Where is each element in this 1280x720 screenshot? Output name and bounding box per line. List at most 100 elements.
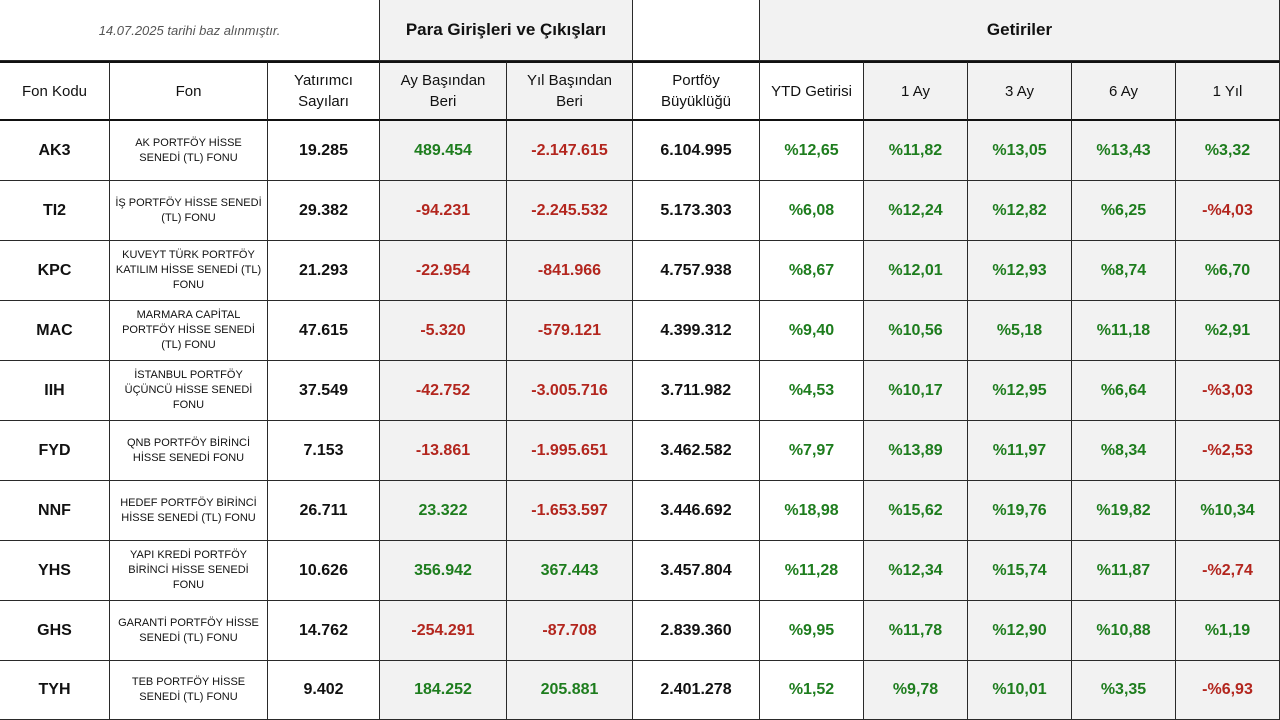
cell-size: 4.399.312 — [633, 301, 760, 361]
cell-ytd: -3.005.716 — [507, 361, 633, 421]
cell-mtd: -94.231 — [380, 181, 507, 241]
cell-m6: %11,87 — [1072, 541, 1176, 601]
cell-ytd: 205.881 — [507, 661, 633, 720]
cell-m1: %11,78 — [864, 601, 968, 661]
group-header-returns: Getiriler — [760, 0, 1280, 61]
cell-ytd: -87.708 — [507, 601, 633, 661]
cell-m3: %13,05 — [968, 121, 1072, 181]
cell-ytd: -579.121 — [507, 301, 633, 361]
cell-m3: %10,01 — [968, 661, 1072, 720]
col-header-6m: 6 Ay — [1072, 61, 1176, 121]
cell-y1: -%2,53 — [1176, 421, 1280, 481]
cell-ytd-return: %7,97 — [760, 421, 864, 481]
cell-m6: %13,43 — [1072, 121, 1176, 181]
cell-investors: 37.549 — [268, 361, 380, 421]
cell-m6: %8,34 — [1072, 421, 1176, 481]
cell-m6: %6,25 — [1072, 181, 1176, 241]
cell-ytd: 367.443 — [507, 541, 633, 601]
cell-m1: %13,89 — [864, 421, 968, 481]
cell-m3: %19,76 — [968, 481, 1072, 541]
cell-y1: %10,34 — [1176, 481, 1280, 541]
group-header-flows: Para Girişleri ve Çıkışları — [380, 0, 633, 61]
cell-mtd: 23.322 — [380, 481, 507, 541]
cell-y1: -%2,74 — [1176, 541, 1280, 601]
cell-ytd-return: %8,67 — [760, 241, 864, 301]
cell-size: 6.104.995 — [633, 121, 760, 181]
cell-m6: %3,35 — [1072, 661, 1176, 720]
col-header-mtd: Ay Başından Beri — [380, 61, 507, 121]
col-header-ytd-return: YTD Getirisi — [760, 61, 864, 121]
cell-ytd: -1.653.597 — [507, 481, 633, 541]
col-header-code: Fon Kodu — [0, 61, 110, 121]
cell-m1: %10,17 — [864, 361, 968, 421]
cell-size: 2.839.360 — [633, 601, 760, 661]
cell-size: 4.757.938 — [633, 241, 760, 301]
cell-m6: %19,82 — [1072, 481, 1176, 541]
cell-ytd-return: %9,40 — [760, 301, 864, 361]
cell-mtd: -13.861 — [380, 421, 507, 481]
cell-code: TI2 — [0, 181, 110, 241]
cell-m6: %6,64 — [1072, 361, 1176, 421]
cell-size: 3.711.982 — [633, 361, 760, 421]
cell-ytd: -841.966 — [507, 241, 633, 301]
cell-fund: MARMARA CAPİTAL PORTFÖY HİSSE SENEDİ (TL… — [110, 301, 268, 361]
cell-fund: AK PORTFÖY HİSSE SENEDİ (TL) FONU — [110, 121, 268, 181]
cell-investors: 29.382 — [268, 181, 380, 241]
cell-size: 5.173.303 — [633, 181, 760, 241]
cell-ytd-return: %18,98 — [760, 481, 864, 541]
group-header-spacer — [633, 0, 760, 61]
cell-fund: GARANTİ PORTFÖY HİSSE SENEDİ (TL) FONU — [110, 601, 268, 661]
cell-code: YHS — [0, 541, 110, 601]
cell-m3: %12,95 — [968, 361, 1072, 421]
col-header-1m: 1 Ay — [864, 61, 968, 121]
cell-mtd: 356.942 — [380, 541, 507, 601]
cell-mtd: 489.454 — [380, 121, 507, 181]
cell-code: NNF — [0, 481, 110, 541]
cell-y1: %1,19 — [1176, 601, 1280, 661]
cell-ytd-return: %4,53 — [760, 361, 864, 421]
cell-m1: %12,34 — [864, 541, 968, 601]
cell-investors: 21.293 — [268, 241, 380, 301]
cell-m1: %10,56 — [864, 301, 968, 361]
cell-y1: %3,32 — [1176, 121, 1280, 181]
cell-fund: QNB PORTFÖY BİRİNCİ HİSSE SENEDİ FONU — [110, 421, 268, 481]
cell-ytd-return: %9,95 — [760, 601, 864, 661]
cell-mtd: -22.954 — [380, 241, 507, 301]
col-header-investors: Yatırımcı Sayıları — [268, 61, 380, 121]
cell-investors: 7.153 — [268, 421, 380, 481]
cell-ytd: -1.995.651 — [507, 421, 633, 481]
cell-size: 3.446.692 — [633, 481, 760, 541]
cell-investors: 10.626 — [268, 541, 380, 601]
cell-m1: %12,01 — [864, 241, 968, 301]
cell-size: 2.401.278 — [633, 661, 760, 720]
cell-investors: 47.615 — [268, 301, 380, 361]
cell-fund: TEB PORTFÖY HİSSE SENEDİ (TL) FONU — [110, 661, 268, 720]
cell-investors: 9.402 — [268, 661, 380, 720]
cell-y1: %6,70 — [1176, 241, 1280, 301]
cell-code: KPC — [0, 241, 110, 301]
cell-mtd: -254.291 — [380, 601, 507, 661]
cell-fund: İŞ PORTFÖY HİSSE SENEDİ (TL) FONU — [110, 181, 268, 241]
cell-m3: %11,97 — [968, 421, 1072, 481]
base-date-note: 14.07.2025 tarihi baz alınmıştır. — [0, 0, 380, 61]
cell-fund: YAPI KREDİ PORTFÖY BİRİNCİ HİSSE SENEDİ … — [110, 541, 268, 601]
cell-fund: HEDEF PORTFÖY BİRİNCİ HİSSE SENEDİ (TL) … — [110, 481, 268, 541]
cell-ytd-return: %1,52 — [760, 661, 864, 720]
cell-m1: %12,24 — [864, 181, 968, 241]
cell-m3: %12,93 — [968, 241, 1072, 301]
col-header-size: Portföy Büyüklüğü — [633, 61, 760, 121]
col-header-fund: Fon — [110, 61, 268, 121]
col-header-ytd: Yıl Başından Beri — [507, 61, 633, 121]
cell-fund: İSTANBUL PORTFÖY ÜÇÜNCÜ HİSSE SENEDİ FON… — [110, 361, 268, 421]
cell-m1: %9,78 — [864, 661, 968, 720]
cell-code: GHS — [0, 601, 110, 661]
cell-m3: %15,74 — [968, 541, 1072, 601]
cell-m6: %11,18 — [1072, 301, 1176, 361]
cell-y1: -%3,03 — [1176, 361, 1280, 421]
cell-m1: %11,82 — [864, 121, 968, 181]
cell-m3: %12,82 — [968, 181, 1072, 241]
cell-mtd: -42.752 — [380, 361, 507, 421]
cell-ytd-return: %12,65 — [760, 121, 864, 181]
cell-m3: %12,90 — [968, 601, 1072, 661]
